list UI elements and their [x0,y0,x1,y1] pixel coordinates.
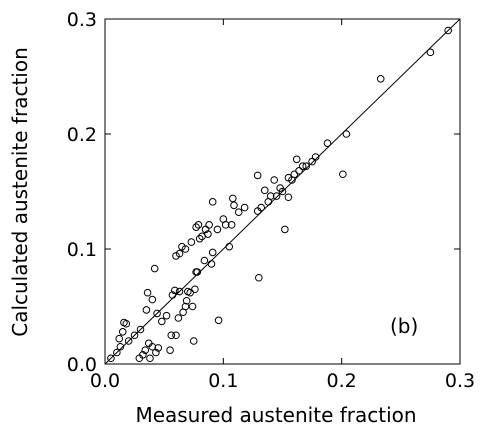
data-point [182,296,191,305]
data-point [122,319,131,328]
data-point [230,201,238,210]
y-tick-label: 0.0 [67,354,97,376]
data-point [339,170,347,179]
data-point [229,194,237,203]
data-point [186,288,194,297]
data-point [136,325,145,334]
data-point [302,162,310,170]
data-point [188,302,197,311]
data-point [204,230,212,238]
data-point [193,268,202,276]
data-point [113,348,121,357]
data-point [175,287,184,296]
data-point [150,264,159,273]
y-tick-label: 0.2 [67,124,97,146]
data-point [444,26,452,35]
data-point [168,291,177,299]
data-point [284,193,293,202]
data-points [107,26,452,363]
data-point [195,234,204,243]
data-point [292,155,301,164]
data-point [141,346,150,355]
data-point [158,317,166,326]
data-point [311,153,320,161]
data-point [272,192,281,200]
data-point [192,223,200,231]
data-point [323,139,332,147]
data-point [139,351,147,359]
y-tick-label: 0.1 [67,239,97,261]
data-point [213,225,222,234]
data-point [214,316,223,325]
data-point [181,245,190,253]
x-axis-label: Measured austenite fraction [135,403,416,427]
data-point [152,348,160,357]
data-point [166,346,174,355]
data-point [270,176,279,184]
data-point [172,331,180,340]
data-point [257,203,266,212]
data-point [253,171,262,180]
data-point [205,221,213,229]
data-point [207,260,216,268]
data-point [124,337,133,345]
data-point [260,186,269,195]
data-point [240,203,249,212]
data-point [174,314,183,322]
data-point [191,285,199,294]
data-point [295,167,303,175]
data-point [148,342,157,351]
data-point [298,162,307,170]
x-tick-label: 0.2 [327,370,357,392]
data-point [278,187,287,196]
y-axis-label: Calculated austenite fraction [8,47,32,337]
data-point [308,157,316,166]
data-point [290,170,299,179]
data-point [143,288,152,297]
panel-label: (b) [390,314,418,338]
data-point [227,221,236,229]
data-point [187,238,196,246]
data-point [342,130,351,138]
data-point [142,306,151,314]
data-point [153,309,161,318]
axis-ticks [104,18,461,365]
data-point [162,311,171,320]
data-point [154,344,163,352]
data-point [221,221,230,229]
data-point [130,331,139,340]
data-point [266,192,275,200]
data-point [171,286,179,295]
data-point [200,256,209,265]
data-point [208,248,217,257]
axis-tick-labels: 0.0 0.1 0.2 0.3 0.0 0.1 0.2 0.3 [67,9,475,392]
data-point [194,221,203,229]
data-point [175,249,184,258]
y-tick-label: 0.3 [67,9,97,31]
data-point [146,354,154,363]
data-point [225,242,234,251]
data-point [115,334,123,343]
data-point [376,75,385,83]
data-point [148,295,157,304]
data-point [426,48,435,57]
data-point [167,331,176,340]
data-point [181,302,190,311]
x-tick-label: 0.1 [208,370,238,392]
data-point [118,328,127,336]
data-point [255,273,263,282]
data-point [234,208,243,216]
identity-reference-line [104,18,461,365]
x-tick-label: 0.3 [445,370,475,392]
plot-frame [104,18,461,365]
data-point [208,198,217,206]
data-point [281,225,289,234]
data-point [107,354,115,363]
data-point [116,342,125,351]
x-tick-label: 0.0 [90,370,120,392]
data-point [189,337,198,345]
